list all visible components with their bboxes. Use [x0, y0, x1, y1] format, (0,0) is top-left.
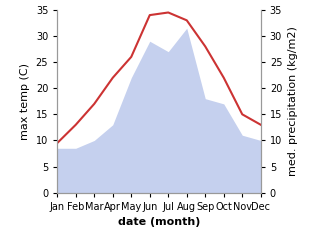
- Y-axis label: med. precipitation (kg/m2): med. precipitation (kg/m2): [288, 26, 298, 176]
- X-axis label: date (month): date (month): [118, 217, 200, 227]
- Y-axis label: max temp (C): max temp (C): [20, 63, 30, 140]
